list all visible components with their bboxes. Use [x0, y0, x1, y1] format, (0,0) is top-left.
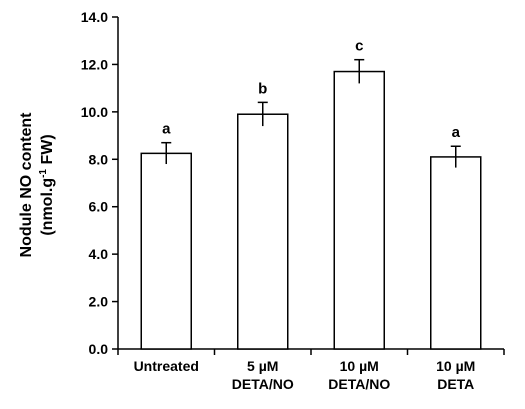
y-tick-label: 2.0	[89, 294, 109, 310]
bar	[140, 152, 192, 350]
significance-letter: a	[452, 124, 461, 141]
significance-letter: a	[162, 121, 171, 138]
category-labels: Untreated 5 µM DETA/NO 10 µM DETA/NO 10 µM DET…	[134, 358, 476, 392]
error-bars	[161, 58, 461, 168]
bar	[237, 113, 289, 350]
significance-letters: a b c a	[162, 38, 461, 142]
x-category-label: DETA/NO	[232, 376, 294, 392]
significance-letter: c	[355, 38, 363, 55]
bars	[140, 70, 482, 350]
bar	[333, 70, 385, 350]
x-category-label: 10 µM	[340, 358, 379, 374]
x-category-label: DETA	[437, 376, 474, 392]
bar	[430, 156, 482, 350]
y-tick-label: 8.0	[89, 151, 109, 167]
y-tick-label: 10.0	[81, 104, 108, 120]
y-tick-label: 4.0	[89, 246, 109, 262]
significance-letter: b	[258, 80, 267, 97]
y-tick-label: 6.0	[89, 199, 109, 215]
y-axis-title: Nodule NO content (nmol.g-1 FW)	[18, 112, 56, 258]
y-axis: 0.0 2.0 4.0 6.0 8.0 10.0 12.0 14.0	[81, 9, 119, 357]
x-category-label: 5 µM	[247, 358, 278, 374]
x-category-label: 10 µM	[436, 358, 475, 374]
y-axis-title-line2: (nmol.g-1 FW)	[38, 134, 56, 235]
y-tick-label: 12.0	[81, 56, 108, 72]
x-category-label: Untreated	[134, 358, 199, 374]
y-axis-title-line1: Nodule NO content	[18, 112, 35, 258]
y-tick-label: 14.0	[81, 9, 108, 25]
y-tick-label: 0.0	[89, 341, 109, 357]
x-axis	[117, 348, 505, 355]
x-category-label: DETA/NO	[328, 376, 390, 392]
